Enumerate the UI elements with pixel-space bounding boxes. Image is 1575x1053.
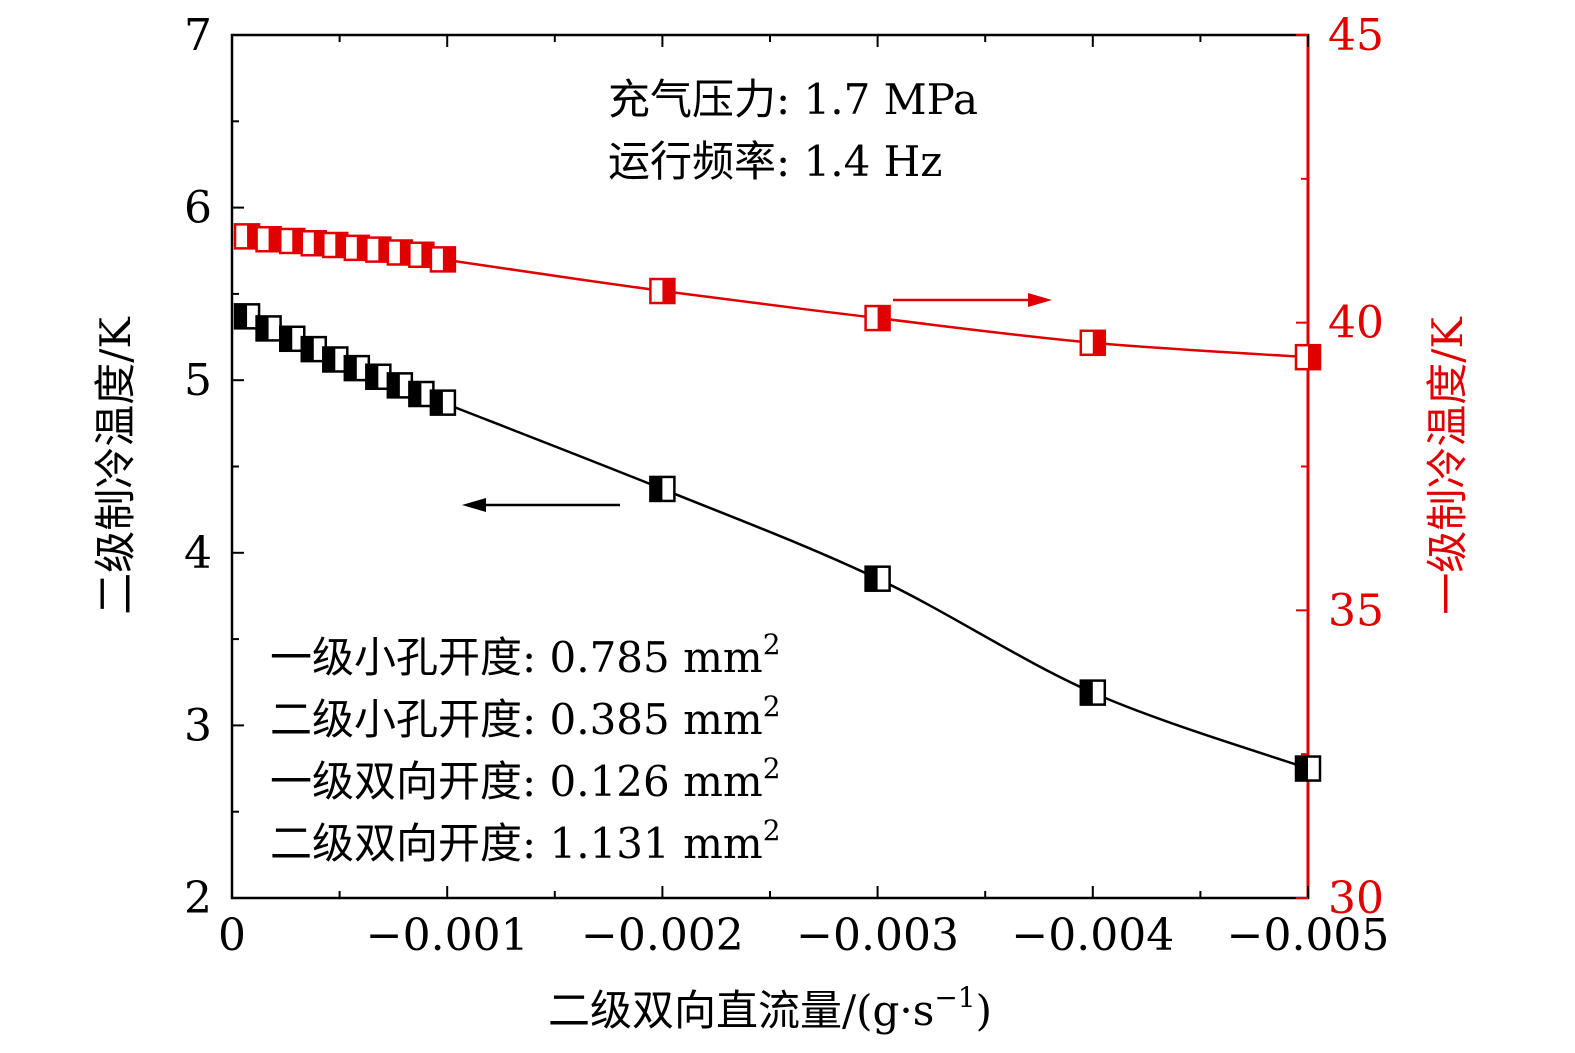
- annotation-pressure: 充气压力: 1.7 MPa: [608, 75, 978, 124]
- annotation-frequency: 运行频率: 1.4 Hz: [608, 137, 942, 186]
- series-right-marker: [429, 246, 457, 273]
- series-left-marker: [365, 363, 392, 390]
- series-left-marker: [1294, 755, 1322, 782]
- x-tick-label: −0.002: [581, 910, 744, 961]
- y-left-tick-label: 5: [184, 355, 212, 406]
- series-left-marker: [429, 389, 457, 416]
- y-left-tick-labels: 2 3 4 5 6 7: [184, 10, 212, 924]
- y-left-tick-label: 6: [184, 183, 212, 234]
- x-tick-labels: 0 −0.001 −0.002 −0.003 −0.004 −0.005: [218, 910, 1389, 961]
- series-left-marker: [343, 354, 371, 382]
- x-tick-label: −0.003: [796, 910, 959, 961]
- y-right-tick-label: 40: [1328, 298, 1384, 349]
- series-right-marker: [649, 277, 676, 305]
- series-left-marker: [255, 315, 282, 342]
- series-left-marker: [279, 325, 306, 353]
- y-left-tick-label: 4: [184, 528, 212, 579]
- series-right-marker: [343, 234, 371, 262]
- series-left-marker: [1079, 679, 1107, 706]
- arrow-left-series: [462, 498, 620, 512]
- series-left-marker: [300, 335, 328, 363]
- annotation-stage1-bidirectional: 一级双向开度: 0.126 mm2: [270, 752, 781, 806]
- y-right-tick-label: 30: [1328, 873, 1384, 924]
- annotation-stage1-orifice: 一级小孔开度: 0.785 mm2: [270, 628, 781, 682]
- series-right-marker: [1079, 329, 1107, 357]
- x-tick-label: −0.001: [366, 910, 529, 961]
- x-axis-title: 二级双向直流量/(g·s−1): [548, 981, 992, 1035]
- series-right-marker: [1294, 343, 1322, 371]
- y-left-tick-label: 3: [184, 700, 212, 751]
- x-tick-label: −0.004: [1011, 910, 1174, 961]
- series-left-marker: [864, 565, 891, 592]
- y-right-tick-label: 45: [1328, 10, 1384, 61]
- y-right-axis-title: 一级制冷温度/K: [1423, 316, 1472, 615]
- axis-ticks: [231, 34, 1309, 899]
- series-right-marker: [864, 304, 891, 332]
- series-left-marker: [649, 475, 676, 503]
- arrow-right-series: [893, 293, 1052, 307]
- series-right-marker: [386, 239, 414, 266]
- y-right-tick-label: 35: [1328, 585, 1384, 636]
- y-left-axis-title: 二级制冷温度/K: [91, 316, 140, 615]
- x-tick-label: 0: [218, 910, 246, 961]
- y-left-tick-label: 7: [184, 10, 212, 61]
- series-right-marker: [255, 225, 282, 253]
- y-left-tick-label: 2: [184, 873, 212, 924]
- y-right-tick-labels: 30 35 40 45: [1328, 10, 1384, 924]
- x-tick-label: −0.005: [1227, 910, 1390, 961]
- annotation-stage2-orifice: 二级小孔开度: 0.385 mm2: [270, 690, 781, 744]
- annotation-stage2-bidirectional: 二级双向开度: 1.131 mm2: [270, 814, 781, 868]
- series-left-marker: [233, 303, 261, 330]
- series-layer: [233, 223, 1322, 782]
